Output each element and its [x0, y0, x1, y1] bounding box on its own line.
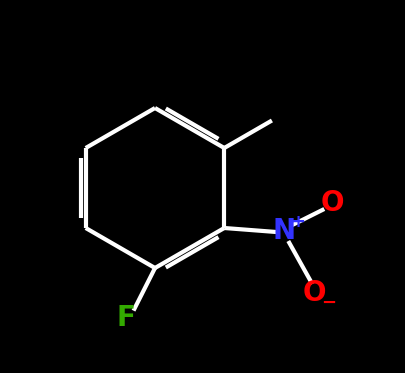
Text: O: O: [320, 189, 343, 217]
Text: F: F: [116, 304, 134, 332]
Text: O: O: [302, 279, 325, 307]
Text: N: N: [272, 217, 295, 245]
Text: −: −: [320, 294, 335, 312]
Text: +: +: [289, 213, 304, 231]
